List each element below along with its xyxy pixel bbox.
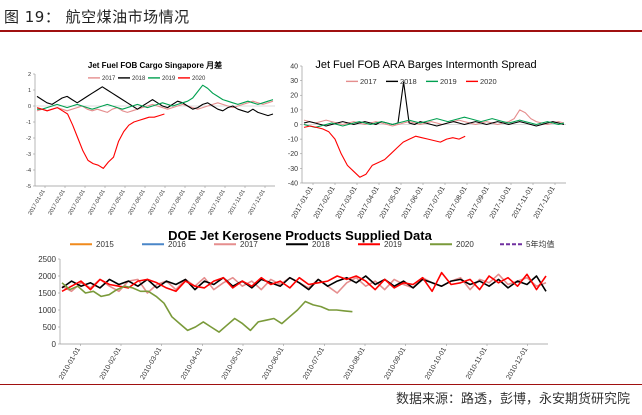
legend-label: 2020 [192,76,206,82]
x-tick-label: 2010-10-01 [424,346,448,381]
x-tick-label: 2017-01-01 [291,185,315,220]
legend-label: 2020 [456,240,474,249]
x-tick-label: 2017-05-01 [379,185,403,220]
legend-label: 2018 [312,240,330,249]
source-note: 数据来源：路透，彭博，永安期货研究院 [395,392,630,407]
y-tick-label: 0 [294,122,298,129]
y-tick-label: -2 [26,136,31,142]
y-tick-label: 30 [290,78,298,85]
series-line-2018 [36,86,274,117]
y-tick-label: -30 [288,166,298,173]
x-tick-label: 2010-09-01 [383,346,407,381]
x-tick-label: 2017-08-01 [445,185,469,220]
y-tick-label: 40 [290,63,298,70]
legend-label: 2019 [162,76,176,82]
y-tick-label: 20 [290,93,298,100]
x-tick-label: 2017-09-01 [187,189,206,216]
figure-title: 图 19： 航空煤油市场情况 [4,8,190,26]
legend-label: 2018 [400,77,417,86]
x-tick-label: 2017-01-01 [27,189,46,216]
chart-title: Jet Fuel FOB ARA Barges Intermonth Sprea… [315,59,536,71]
y-tick-label: 1 [28,88,31,94]
x-tick-label: 2010-04-01 [180,346,204,381]
series-line-2017 [303,109,565,127]
y-tick-label: 0 [28,104,31,110]
series-line-2019 [61,271,547,293]
x-tick-label: 2017-08-01 [167,189,186,216]
series-line-2020 [36,107,165,169]
chart-panel-2: Jet Fuel FOB ARA Barges Intermonth Sprea… [288,59,566,220]
top-rule [0,30,642,32]
y-tick-label: -10 [288,137,298,144]
x-tick-label: 2017-02-01 [313,185,337,220]
y-tick-label: 0 [52,340,57,349]
x-tick-label: 2017-05-01 [107,189,126,216]
x-tick-label: 2017-12-01 [247,189,266,216]
x-tick-label: 2010-07-01 [302,346,326,381]
chart-panel-1: Jet Fuel FOB Cargo Singapore 月差 2 1 0 -1 -2 -3… [26,60,275,216]
legend-label: 2017 [360,77,377,86]
x-tick-label: 2010-02-01 [99,346,123,381]
x-tick-label: 2010-01-01 [58,346,82,381]
x-tick-label: 2017-03-01 [67,189,86,216]
legend-label: 2019 [384,240,402,249]
x-tick-label: 2017-03-01 [335,185,359,220]
x-tick-label: 2010-11-01 [465,346,489,380]
y-tick-label: 2 [28,72,31,78]
x-tick-label: 2017-04-01 [87,189,106,216]
y-tick-label: -1 [26,120,31,126]
y-tick-label: -5 [26,184,31,190]
x-tick-label: 2017-06-01 [401,185,425,220]
x-tick-label: 2010-03-01 [139,346,163,381]
x-tick-label: 2017-07-01 [423,185,447,220]
bottom-rule [0,384,642,385]
x-tick-label: 2010-06-01 [261,346,285,381]
y-tick-label: -3 [26,152,31,158]
x-tick-label: 2010-12-01 [505,346,529,381]
y-tick-label: 500 [43,323,57,332]
legend-label: 2017 [102,76,116,82]
x-tick-label: 2010-05-01 [221,346,245,381]
chart-panel-3: DOE Jet Kerosene Products Supplied Data2… [38,228,554,381]
legend-label: 2020 [480,77,497,86]
chart-title: DOE Jet Kerosene Products Supplied Data [168,228,432,243]
x-tick-label: 2017-07-01 [147,189,166,216]
x-tick-label: 2017-11-01 [511,185,535,219]
y-tick-label: -20 [288,151,298,158]
y-tick-label: 1500 [38,289,56,298]
series-line-2017 [36,100,274,113]
x-tick-label: 2017-10-01 [207,189,226,216]
legend-label: 5年均值 [526,239,554,249]
legend-label: 2015 [96,240,114,249]
x-tick-label: 2017-09-01 [467,185,491,220]
legend-label: 2019 [440,77,457,86]
y-tick-label: 2000 [38,272,56,281]
x-tick-label: 2017-12-01 [533,185,557,220]
x-tick-label: 2017-11-01 [228,189,247,216]
y-tick-label: -4 [26,168,31,174]
series-line-2020 [61,282,353,333]
y-tick-label: 1000 [38,306,56,315]
series-line-2019 [303,116,565,128]
x-tick-label: 2017-06-01 [127,189,146,216]
x-tick-label: 2010-08-01 [343,346,367,381]
x-tick-label: 2017-02-01 [47,189,66,216]
series-line-2019 [37,84,274,110]
legend-label: 2016 [168,240,186,249]
legend-label: 2018 [132,76,146,82]
chart-title: Jet Fuel FOB Cargo Singapore 月差 [88,60,222,70]
y-tick-label: 2500 [38,255,56,264]
x-tick-label: 2017-04-01 [357,185,381,220]
series-line-2020 [303,125,466,178]
x-tick-label: 2017-10-01 [489,185,513,220]
series-line-2018 [61,275,547,292]
y-tick-label: -40 [288,180,298,187]
series-line-2018 [303,81,565,127]
y-tick-label: 10 [290,107,298,114]
legend-label: 2017 [240,240,258,249]
